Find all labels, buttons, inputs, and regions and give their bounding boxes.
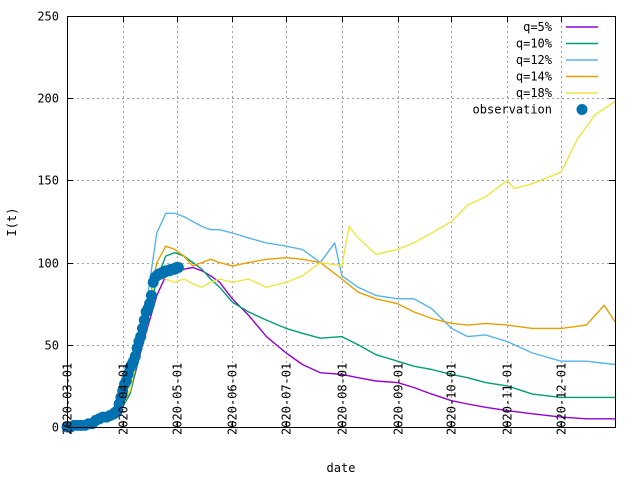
y-tick-label: 0 <box>52 421 59 435</box>
series-line-3 <box>66 212 616 428</box>
legend-label: q=18% <box>516 86 553 100</box>
x-tick-label: 2020-03-01 <box>61 363 75 435</box>
observation-point <box>137 322 148 334</box>
x-tick-label: 2020-12-01 <box>555 363 569 435</box>
x-tick-label: 2020-05-01 <box>171 363 185 435</box>
y-tick-label: 150 <box>37 174 59 188</box>
y-tick-label: 200 <box>37 92 59 106</box>
observation-point <box>138 314 150 326</box>
observation-point <box>129 350 141 362</box>
observation-point <box>144 298 156 310</box>
x-tick-label: 2020-04-01 <box>117 363 131 435</box>
axes: 0 50 100 150 200 250 2020-03-01 2020-04-01 2020-… <box>37 10 615 435</box>
grid-lines <box>67 16 615 427</box>
legend-label: q=5% <box>523 20 553 34</box>
observation-point <box>145 290 157 301</box>
x-tick-label: 2020-09-01 <box>392 363 406 435</box>
x-tick-label: 2020-07-01 <box>280 363 294 435</box>
legend-label: observation <box>473 103 552 117</box>
y-axis-label: I(t) <box>5 208 19 237</box>
legend-swatch <box>576 104 588 115</box>
x-tick-label: 2020-10-01 <box>445 363 459 435</box>
x-tick-label: 2020-06-01 <box>226 363 240 435</box>
legend-label: q=12% <box>516 53 553 67</box>
legend-label: q=14% <box>516 70 553 84</box>
x-tick-label: 2020-08-01 <box>336 363 350 435</box>
observation-point <box>135 331 147 343</box>
x-axis-label: date <box>327 461 356 475</box>
y-tick-label: 250 <box>37 10 59 24</box>
legend-label: q=10% <box>516 37 553 51</box>
legend: q=5% q=10% q=12% q=14% q=18% observation <box>473 20 598 117</box>
x-tick-label: 2020-11-01 <box>501 363 515 435</box>
plot-frame <box>67 16 616 428</box>
observation-point <box>172 262 184 273</box>
y-tick-label: 100 <box>37 257 59 271</box>
y-tick-label: 50 <box>45 339 59 353</box>
